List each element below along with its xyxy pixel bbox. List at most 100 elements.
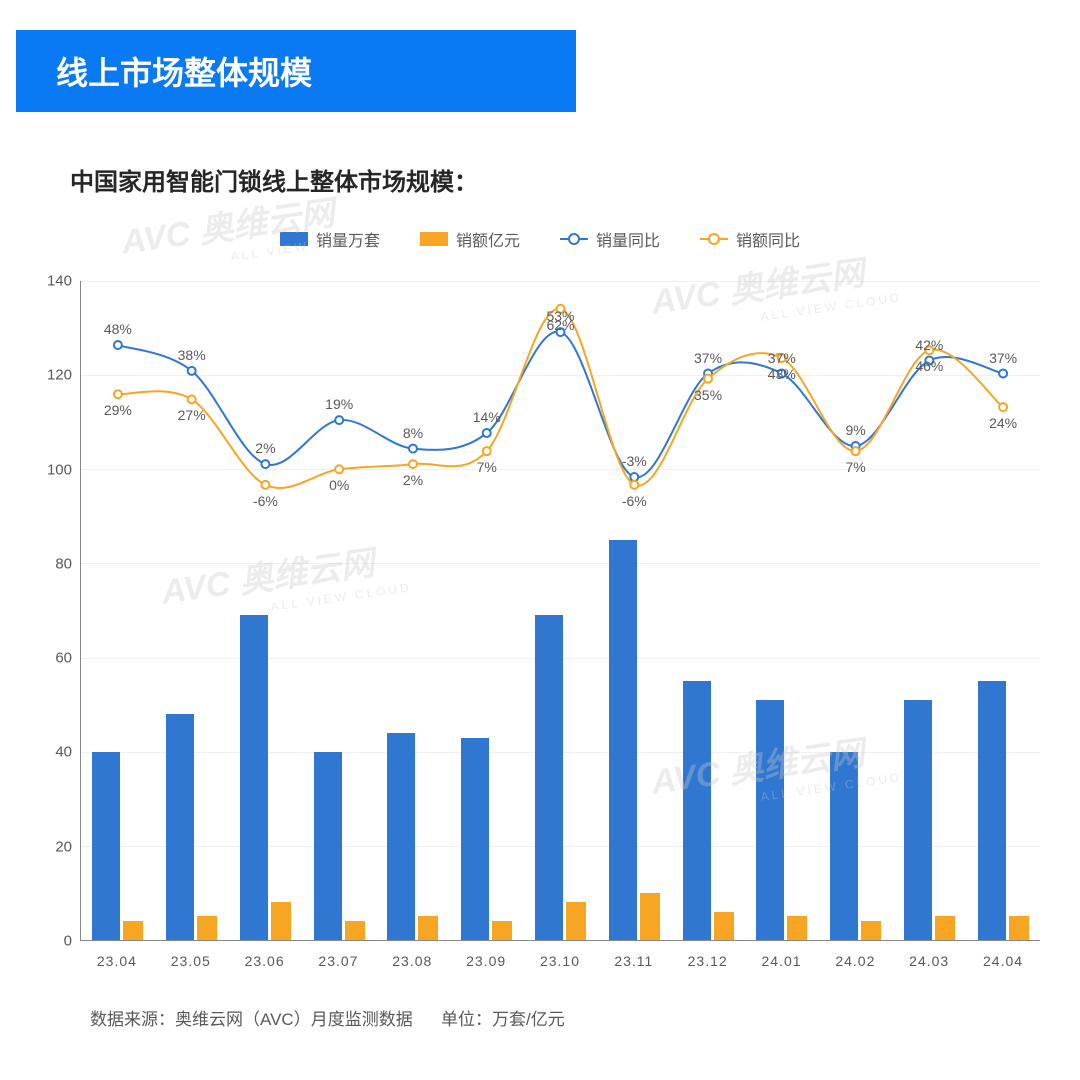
x-tick: 23.10 [523, 941, 597, 981]
legend-item-bar2: 销额亿元 [420, 227, 520, 251]
x-tick: 23.07 [302, 941, 376, 981]
line-data-label: 7% [477, 459, 497, 475]
line-data-label: 37% [768, 350, 796, 366]
bar-group [81, 281, 155, 940]
y-tick: 100 [47, 461, 72, 478]
y-tick: 120 [47, 367, 72, 384]
line-data-label: -6% [622, 493, 647, 509]
chart: 020406080100120140 48%38%2%19%8%14%53%-3… [80, 281, 1040, 981]
bar-revenue [787, 916, 807, 940]
bar-revenue [1009, 916, 1029, 940]
bar-group [671, 281, 745, 940]
legend-item-line1: 销量同比 [560, 227, 660, 251]
bars-container [81, 281, 1040, 940]
legend-swatch-bar2 [420, 232, 448, 246]
bar-volume [314, 752, 342, 940]
y-tick: 80 [55, 555, 72, 572]
bar-volume [683, 681, 711, 940]
line-data-label: 48% [104, 321, 132, 337]
x-tick: 23.09 [449, 941, 523, 981]
bar-revenue [861, 921, 881, 940]
line-data-label: 2% [255, 440, 275, 456]
line-data-label: 62% [546, 317, 574, 333]
y-tick: 40 [55, 744, 72, 761]
x-tick: 23.08 [375, 941, 449, 981]
bar-revenue [492, 921, 512, 940]
bar-volume [92, 752, 120, 940]
bar-group [155, 281, 229, 940]
y-tick: 0 [64, 933, 72, 950]
plot-area: 48%38%2%19%8%14%53%-3%37%37%9%42%37%29%2… [80, 281, 1040, 941]
line-data-label: 19% [325, 396, 353, 412]
line-data-label: 14% [473, 409, 501, 425]
bar-revenue [935, 916, 955, 940]
line-data-label: 38% [178, 347, 206, 363]
bar-volume [904, 700, 932, 940]
bar-volume [535, 615, 563, 940]
x-tick: 23.06 [228, 941, 302, 981]
legend-swatch-line1 [560, 238, 588, 240]
line-data-label: 24% [989, 415, 1017, 431]
watermark: AVC 奥维云网 [118, 185, 337, 263]
y-axis: 020406080100120140 [40, 281, 80, 941]
line-data-label: 43% [768, 366, 796, 382]
y-tick: 140 [47, 273, 72, 290]
legend-label-bar2: 销额亿元 [456, 227, 520, 251]
legend: 销量万套 销额亿元 销量同比 销额同比 [0, 227, 1080, 251]
bar-volume [609, 540, 637, 940]
line-data-label: 27% [178, 407, 206, 423]
x-tick: 23.05 [154, 941, 228, 981]
legend-swatch-bar1 [280, 232, 308, 246]
bar-volume [166, 714, 194, 940]
bar-volume [756, 700, 784, 940]
x-tick: 23.04 [80, 941, 154, 981]
bar-group [450, 281, 524, 940]
bar-group [376, 281, 450, 940]
bar-revenue [271, 902, 291, 940]
bar-group [819, 281, 893, 940]
bar-revenue [566, 902, 586, 940]
page-title: 线上市场整体规模 [16, 30, 576, 112]
bar-group [302, 281, 376, 940]
bar-group [892, 281, 966, 940]
x-tick: 24.03 [892, 941, 966, 981]
line-data-label: 42% [915, 337, 943, 353]
data-source: 数据来源：奥维云网（AVC）月度监测数据 [90, 1010, 413, 1029]
bar-revenue [123, 921, 143, 940]
legend-swatch-line2 [700, 238, 728, 240]
bar-group [229, 281, 303, 940]
bar-revenue [418, 916, 438, 940]
x-axis: 23.0423.0523.0623.0723.0823.0923.1023.11… [80, 941, 1040, 981]
unit-label: 单位：万套/亿元 [441, 1010, 565, 1029]
bar-revenue [640, 893, 660, 940]
y-tick: 60 [55, 650, 72, 667]
bar-volume [240, 615, 268, 940]
bar-group [597, 281, 671, 940]
bar-volume [387, 733, 415, 940]
line-data-label: 9% [845, 422, 865, 438]
y-tick: 20 [55, 838, 72, 855]
bar-revenue [197, 916, 217, 940]
x-tick: 24.04 [966, 941, 1040, 981]
x-tick: 23.12 [671, 941, 745, 981]
bar-revenue [714, 912, 734, 940]
line-data-label: 2% [403, 472, 423, 488]
bar-group [966, 281, 1040, 940]
x-tick: 24.02 [818, 941, 892, 981]
legend-label-line1: 销量同比 [596, 227, 660, 251]
line-data-label: 37% [989, 350, 1017, 366]
line-data-label: 46% [915, 358, 943, 374]
legend-label-line2: 销额同比 [736, 227, 800, 251]
subtitle: 中国家用智能门锁线上整体市场规模： [70, 162, 1080, 197]
legend-item-bar1: 销量万套 [280, 227, 380, 251]
line-data-label: 29% [104, 402, 132, 418]
bar-group [524, 281, 598, 940]
line-data-label: -3% [622, 453, 647, 469]
line-data-label: 7% [845, 459, 865, 475]
bar-volume [830, 752, 858, 940]
legend-label-bar1: 销量万套 [316, 227, 380, 251]
x-tick: 24.01 [745, 941, 819, 981]
line-data-label: 37% [694, 350, 722, 366]
line-data-label: 35% [694, 387, 722, 403]
legend-item-line2: 销额同比 [700, 227, 800, 251]
